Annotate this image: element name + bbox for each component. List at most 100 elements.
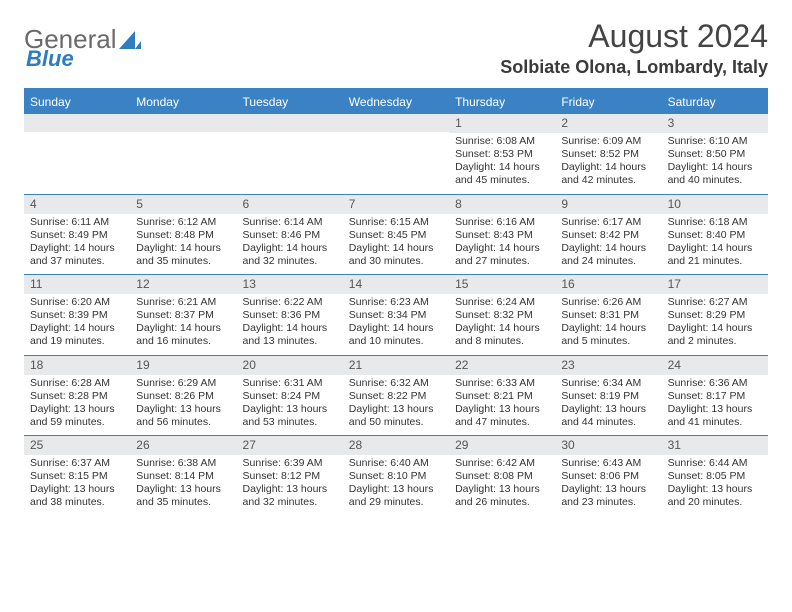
day-body: Sunrise: 6:32 AMSunset: 8:22 PMDaylight:… xyxy=(343,375,449,436)
day-line-sunrise: Sunrise: 6:33 AM xyxy=(455,377,549,390)
day-line-day2: and 37 minutes. xyxy=(30,255,124,268)
day-line-sunrise: Sunrise: 6:21 AM xyxy=(136,296,230,309)
day-line-sunrise: Sunrise: 6:43 AM xyxy=(561,457,655,470)
day-line-sunrise: Sunrise: 6:10 AM xyxy=(668,135,762,148)
day-line-day1: Daylight: 14 hours xyxy=(455,242,549,255)
day-line-day1: Daylight: 14 hours xyxy=(349,322,443,335)
day-line-sunrise: Sunrise: 6:39 AM xyxy=(243,457,337,470)
day-body: Sunrise: 6:14 AMSunset: 8:46 PMDaylight:… xyxy=(237,214,343,275)
day-cell: 30Sunrise: 6:43 AMSunset: 8:06 PMDayligh… xyxy=(555,436,661,516)
day-line-sunset: Sunset: 8:10 PM xyxy=(349,470,443,483)
day-line-sunset: Sunset: 8:31 PM xyxy=(561,309,655,322)
day-body: Sunrise: 6:23 AMSunset: 8:34 PMDaylight:… xyxy=(343,294,449,355)
day-line-sunrise: Sunrise: 6:36 AM xyxy=(668,377,762,390)
day-number: 9 xyxy=(555,195,661,214)
day-line-sunrise: Sunrise: 6:23 AM xyxy=(349,296,443,309)
day-line-sunset: Sunset: 8:36 PM xyxy=(243,309,337,322)
day-line-day2: and 23 minutes. xyxy=(561,496,655,509)
day-line-day2: and 59 minutes. xyxy=(30,416,124,429)
day-line-sunset: Sunset: 8:24 PM xyxy=(243,390,337,403)
title-block: August 2024 Solbiate Olona, Lombardy, It… xyxy=(500,18,768,78)
day-line-day1: Daylight: 13 hours xyxy=(30,483,124,496)
day-line-sunset: Sunset: 8:26 PM xyxy=(136,390,230,403)
week-row: 4Sunrise: 6:11 AMSunset: 8:49 PMDaylight… xyxy=(24,195,768,276)
day-number xyxy=(237,114,343,132)
day-line-sunrise: Sunrise: 6:28 AM xyxy=(30,377,124,390)
day-line-sunrise: Sunrise: 6:26 AM xyxy=(561,296,655,309)
day-number: 16 xyxy=(555,275,661,294)
day-number: 21 xyxy=(343,356,449,375)
day-line-sunrise: Sunrise: 6:24 AM xyxy=(455,296,549,309)
day-line-day1: Daylight: 14 hours xyxy=(243,322,337,335)
day-number: 22 xyxy=(449,356,555,375)
day-line-day1: Daylight: 13 hours xyxy=(243,403,337,416)
day-line-day2: and 35 minutes. xyxy=(136,496,230,509)
day-number: 31 xyxy=(662,436,768,455)
day-body: Sunrise: 6:42 AMSunset: 8:08 PMDaylight:… xyxy=(449,455,555,516)
day-line-day1: Daylight: 13 hours xyxy=(243,483,337,496)
week-row: 11Sunrise: 6:20 AMSunset: 8:39 PMDayligh… xyxy=(24,275,768,356)
day-line-day1: Daylight: 14 hours xyxy=(243,242,337,255)
day-number: 24 xyxy=(662,356,768,375)
day-line-sunrise: Sunrise: 6:18 AM xyxy=(668,216,762,229)
day-cell xyxy=(237,114,343,194)
day-line-day1: Daylight: 14 hours xyxy=(668,161,762,174)
day-line-sunrise: Sunrise: 6:17 AM xyxy=(561,216,655,229)
day-body: Sunrise: 6:37 AMSunset: 8:15 PMDaylight:… xyxy=(24,455,130,516)
day-line-sunrise: Sunrise: 6:08 AM xyxy=(455,135,549,148)
day-line-day1: Daylight: 13 hours xyxy=(455,403,549,416)
day-line-sunrise: Sunrise: 6:38 AM xyxy=(136,457,230,470)
day-line-sunset: Sunset: 8:15 PM xyxy=(30,470,124,483)
day-line-day1: Daylight: 13 hours xyxy=(455,483,549,496)
day-body: Sunrise: 6:17 AMSunset: 8:42 PMDaylight:… xyxy=(555,214,661,275)
week-row: 18Sunrise: 6:28 AMSunset: 8:28 PMDayligh… xyxy=(24,356,768,437)
day-line-sunrise: Sunrise: 6:29 AM xyxy=(136,377,230,390)
day-body: Sunrise: 6:38 AMSunset: 8:14 PMDaylight:… xyxy=(130,455,236,516)
day-line-day2: and 20 minutes. xyxy=(668,496,762,509)
day-line-day2: and 44 minutes. xyxy=(561,416,655,429)
day-number: 7 xyxy=(343,195,449,214)
day-cell: 17Sunrise: 6:27 AMSunset: 8:29 PMDayligh… xyxy=(662,275,768,355)
day-number: 8 xyxy=(449,195,555,214)
day-number: 18 xyxy=(24,356,130,375)
day-line-day1: Daylight: 13 hours xyxy=(349,403,443,416)
day-cell: 24Sunrise: 6:36 AMSunset: 8:17 PMDayligh… xyxy=(662,356,768,436)
day-line-sunset: Sunset: 8:08 PM xyxy=(455,470,549,483)
day-line-day1: Daylight: 14 hours xyxy=(561,322,655,335)
day-line-day1: Daylight: 13 hours xyxy=(349,483,443,496)
day-number: 28 xyxy=(343,436,449,455)
day-line-sunset: Sunset: 8:22 PM xyxy=(349,390,443,403)
day-line-day1: Daylight: 14 hours xyxy=(455,322,549,335)
day-line-sunrise: Sunrise: 6:15 AM xyxy=(349,216,443,229)
day-cell: 21Sunrise: 6:32 AMSunset: 8:22 PMDayligh… xyxy=(343,356,449,436)
day-body: Sunrise: 6:31 AMSunset: 8:24 PMDaylight:… xyxy=(237,375,343,436)
day-cell: 8Sunrise: 6:16 AMSunset: 8:43 PMDaylight… xyxy=(449,195,555,275)
day-line-day2: and 32 minutes. xyxy=(243,496,337,509)
day-body: Sunrise: 6:28 AMSunset: 8:28 PMDaylight:… xyxy=(24,375,130,436)
day-body: Sunrise: 6:21 AMSunset: 8:37 PMDaylight:… xyxy=(130,294,236,355)
day-line-sunset: Sunset: 8:42 PM xyxy=(561,229,655,242)
day-number: 14 xyxy=(343,275,449,294)
day-line-sunrise: Sunrise: 6:14 AM xyxy=(243,216,337,229)
day-line-day2: and 30 minutes. xyxy=(349,255,443,268)
day-body: Sunrise: 6:27 AMSunset: 8:29 PMDaylight:… xyxy=(662,294,768,355)
day-number: 2 xyxy=(555,114,661,133)
day-line-day1: Daylight: 14 hours xyxy=(668,242,762,255)
day-line-day2: and 32 minutes. xyxy=(243,255,337,268)
day-number: 13 xyxy=(237,275,343,294)
day-cell: 25Sunrise: 6:37 AMSunset: 8:15 PMDayligh… xyxy=(24,436,130,516)
day-body: Sunrise: 6:18 AMSunset: 8:40 PMDaylight:… xyxy=(662,214,768,275)
day-line-sunset: Sunset: 8:39 PM xyxy=(30,309,124,322)
day-line-day2: and 5 minutes. xyxy=(561,335,655,348)
day-line-day2: and 53 minutes. xyxy=(243,416,337,429)
day-line-day2: and 47 minutes. xyxy=(455,416,549,429)
day-line-day2: and 38 minutes. xyxy=(30,496,124,509)
day-line-day2: and 24 minutes. xyxy=(561,255,655,268)
day-line-day1: Daylight: 13 hours xyxy=(136,483,230,496)
weekday-header: Thursday xyxy=(449,90,555,114)
day-body: Sunrise: 6:09 AMSunset: 8:52 PMDaylight:… xyxy=(555,133,661,194)
day-line-sunset: Sunset: 8:52 PM xyxy=(561,148,655,161)
day-line-day2: and 42 minutes. xyxy=(561,174,655,187)
day-cell: 15Sunrise: 6:24 AMSunset: 8:32 PMDayligh… xyxy=(449,275,555,355)
day-number: 5 xyxy=(130,195,236,214)
